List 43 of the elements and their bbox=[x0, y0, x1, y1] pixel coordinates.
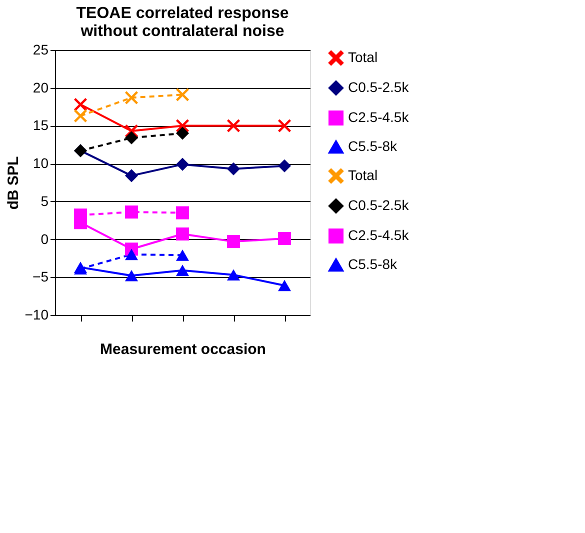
y-tick-label: 20 bbox=[32, 79, 49, 96]
y-axis-title: dB SPL bbox=[4, 156, 22, 210]
point bbox=[124, 169, 138, 182]
y-tick-label: 0 bbox=[40, 230, 49, 247]
point bbox=[176, 88, 190, 102]
legend-label: C0.5-2.5k bbox=[348, 79, 410, 95]
point bbox=[124, 91, 138, 104]
y-tick-label: 5 bbox=[40, 192, 49, 209]
point bbox=[226, 162, 240, 176]
point bbox=[176, 126, 190, 140]
point bbox=[124, 131, 138, 144]
legend-label: C5.5-8k bbox=[348, 138, 398, 154]
point bbox=[278, 159, 292, 172]
point bbox=[226, 235, 240, 248]
legend-label: C2.5-4.5k bbox=[348, 109, 410, 125]
point bbox=[74, 109, 88, 122]
y-tick-label: 15 bbox=[32, 117, 49, 134]
point bbox=[226, 269, 240, 281]
legend-label: C2.5-4.5k bbox=[348, 227, 410, 243]
point bbox=[176, 264, 190, 276]
legend-label: Total bbox=[348, 49, 378, 65]
point bbox=[278, 119, 292, 132]
y-tick-label: 10 bbox=[32, 155, 49, 172]
point bbox=[278, 232, 292, 246]
point bbox=[124, 270, 138, 282]
point bbox=[176, 250, 190, 261]
point bbox=[124, 206, 138, 219]
point bbox=[278, 280, 292, 292]
point bbox=[226, 119, 240, 132]
x-axis-title: Measurement occasion bbox=[100, 341, 266, 358]
legend-label: Total bbox=[348, 167, 378, 183]
legend-label: C0.5-2.5k bbox=[348, 197, 410, 213]
point bbox=[176, 227, 190, 241]
point bbox=[74, 208, 88, 222]
point bbox=[74, 98, 88, 112]
legend-label: C5.5-8k bbox=[348, 256, 398, 272]
point bbox=[176, 206, 190, 220]
y-tick-label: −10 bbox=[24, 306, 49, 322]
y-tick-label: −5 bbox=[32, 268, 49, 285]
point bbox=[124, 248, 138, 260]
chart-title: TEOAE correlated response without contralateral noise bbox=[76, 5, 289, 40]
point bbox=[176, 158, 190, 171]
y-tick-label: 25 bbox=[32, 42, 49, 58]
